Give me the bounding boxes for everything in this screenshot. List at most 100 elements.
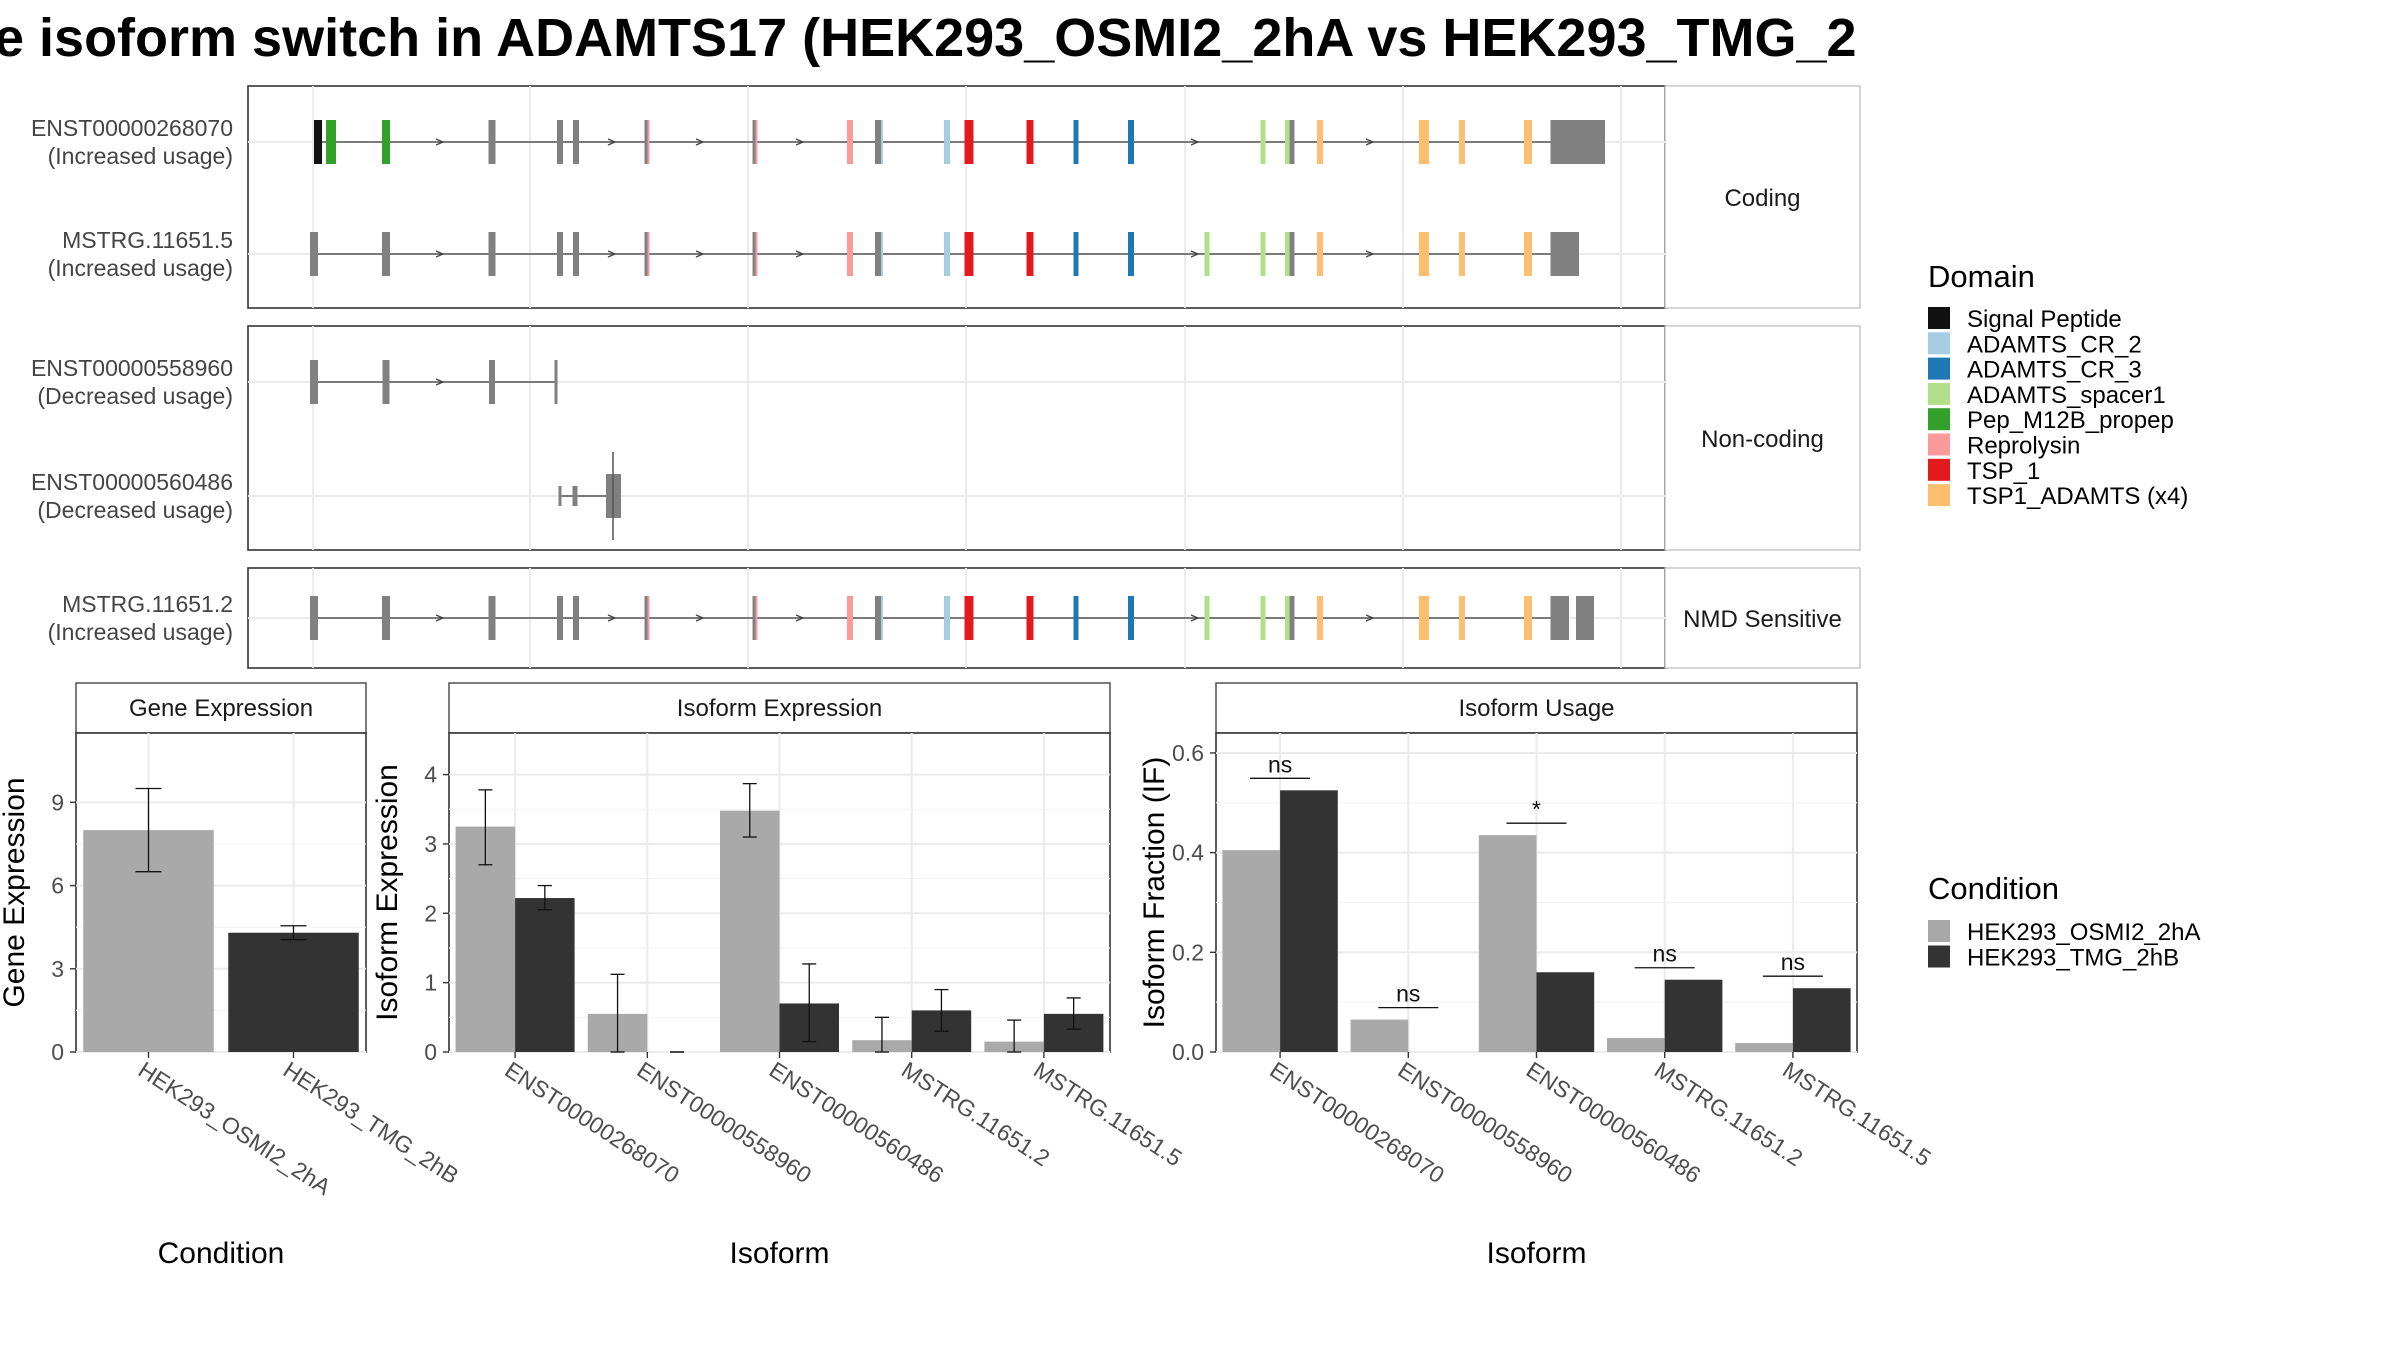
domain-legend-key [1928,382,1950,405]
domain-legend-label: Pep_M12B_propep [1967,407,2174,434]
exon [1128,232,1134,276]
exon [310,596,318,640]
strand-arrow [435,378,445,386]
domain-legend-key [1928,433,1950,456]
exon-domain-edge [755,596,758,640]
strand-arrow [695,138,705,146]
isoform-structure-panel: Coding Non-coding NMD Sensitive ENST0000026… [31,85,1861,669]
isoform-usage-label: (Increased usage) [48,143,233,169]
bar [1664,979,1723,1052]
x-axis-title: Condition [158,1237,285,1270]
exon [964,232,974,276]
exon [572,486,578,506]
chart-strip [448,682,1111,734]
domain-legend-label: TSP1_ADAMTS (x4) [1967,483,2188,510]
isoform-id-label: ENST00000268070 [31,115,233,141]
strand-arrow [1365,250,1375,258]
strand-arrow [1190,138,1200,146]
exon [944,596,950,640]
exon [644,120,650,164]
bar-charts: Gene Expression0369HEK293_OSMI2_2hAHEK29… [0,682,1936,1270]
y-tick-label: 0.4 [1172,840,1204,866]
strand-arrow [795,614,805,622]
strand-arrow [695,614,705,622]
isoform-usage-label: (Increased usage) [48,619,233,645]
exon [1317,232,1323,276]
exon-domain-edge [647,120,650,164]
utr-block [1553,232,1579,276]
facet-strip [1664,85,1861,309]
strand-arrow [695,250,705,258]
isoform-id-label: MSTRG.11651.2 [62,591,233,617]
exon [1073,232,1079,276]
exon-domain-edge [881,120,883,164]
facet-strip-label: Coding [1724,185,1800,212]
exon [488,596,496,640]
isoform-track-2 [310,232,1579,276]
strand-arrow [435,250,445,258]
exon [875,596,883,640]
bar [1792,988,1851,1052]
y-axis-title: Gene Expression [0,777,31,1007]
exon [1289,596,1295,640]
bar [1222,850,1281,1052]
exon-domain-edge [755,120,758,164]
exon [644,596,650,640]
x-axis-title: Isoform [1486,1237,1586,1270]
exon [488,232,496,276]
exon [1524,120,1532,164]
domain-legend-label: ADAMTS_CR_2 [1967,331,2142,358]
chart-2: Isoform Expression01234ENST00000268070EN… [371,682,1187,1270]
exon [310,232,318,276]
condition-legend-key [1928,920,1950,942]
exon [1285,596,1291,640]
exon [752,120,758,164]
exon-domain-edge [647,232,650,276]
exon [489,360,495,404]
strand-arrow [795,250,805,258]
exon [1026,596,1034,640]
isoform-id-label: ENST00000558960 [31,355,233,381]
strand-arrow [795,138,805,146]
exon [557,596,563,640]
strand-arrow [1190,250,1200,258]
exon [573,596,579,640]
isoform-id-label: MSTRG.11651.5 [62,227,233,253]
y-tick-label: 6 [51,873,64,899]
domain-legend-label: ADAMTS_spacer1 [1967,382,2166,409]
exon [573,120,579,164]
condition-legend-label: HEK293_OSMI2_2hA [1967,919,2200,946]
chart-title: Isoform Expression [677,695,882,722]
strand-arrow [435,614,445,622]
exon [1524,232,1532,276]
exon [1419,596,1429,640]
exon-domain-edge [755,232,758,276]
y-tick-label: 3 [424,831,437,857]
exon [1459,120,1465,164]
exon [1128,120,1134,164]
bar [1478,835,1537,1052]
exon [847,596,853,640]
strand-arrow [607,250,617,258]
bar [1350,1019,1409,1052]
exon [1204,596,1210,640]
condition-legend-title: Condition [1928,871,2059,906]
domain-legend-key [1928,332,1950,355]
exon [314,120,322,164]
domain-legend-key [1928,458,1950,481]
exon [1289,232,1295,276]
bar [1280,790,1338,1052]
exon [644,232,650,276]
y-tick-label: 1 [424,970,437,996]
facet-strip [1664,325,1861,551]
y-tick-label: 2 [424,900,437,926]
exon-domain-edge [881,596,883,640]
y-axis-title: Isoform Fraction (IF) [1138,757,1171,1029]
exon [1317,120,1323,164]
chart-strip [75,682,367,734]
chart-title: Gene Expression [129,695,313,722]
exon [1317,596,1323,640]
domain-legend-title: Domain [1928,259,2035,294]
exon [382,596,390,640]
